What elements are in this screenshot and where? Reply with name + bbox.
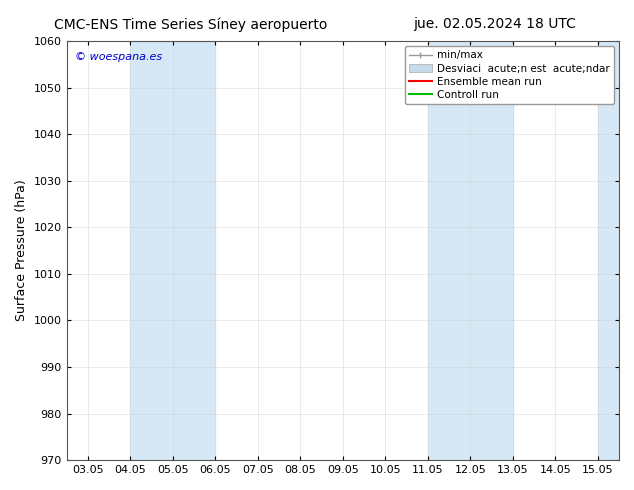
Text: CMC-ENS Time Series Síney aeropuerto: CMC-ENS Time Series Síney aeropuerto: [53, 17, 327, 32]
Title: CMC-ENS Time Series Síney aeropuerto        jue. 02.05.2024 18 UTC: CMC-ENS Time Series Síney aeropuerto jue…: [0, 489, 1, 490]
Bar: [428, 41, 513, 460]
Text: jue. 02.05.2024 18 UTC: jue. 02.05.2024 18 UTC: [413, 17, 576, 31]
Text: © woespana.es: © woespana.es: [75, 51, 162, 62]
Y-axis label: Surface Pressure (hPa): Surface Pressure (hPa): [15, 180, 28, 321]
Bar: [130, 41, 216, 460]
Legend: min/max, Desviaci  acute;n est  acute;ndar, Ensemble mean run, Controll run: min/max, Desviaci acute;n est acute;ndar…: [404, 46, 614, 104]
Bar: [598, 41, 619, 460]
